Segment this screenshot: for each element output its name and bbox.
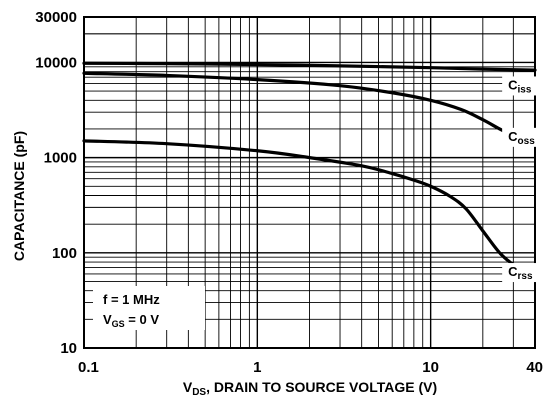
x-axis-label: VDS, DRAIN TO SOURCE VOLTAGE (V) [183, 379, 437, 398]
x-tick-label: 0.1 [78, 359, 99, 376]
vgs-annotation: VGS = 0 V [103, 312, 159, 329]
grid-lines [84, 17, 535, 348]
x-tick-label: 40 [526, 359, 543, 376]
series-label-bg-ciss [502, 76, 545, 96]
y-tick-labels: 10 100 1000 10000 30000 [35, 9, 77, 357]
x-tick-label: 1 [253, 359, 261, 376]
x-tick-label: 10 [422, 359, 439, 376]
series-label-ciss: Ciss [508, 77, 532, 95]
y-tick-label: 30000 [35, 9, 77, 26]
series-curves [82, 61, 537, 278]
x-tick-labels: 0.1 1 10 40 [78, 359, 543, 376]
series-line-ciss [82, 61, 537, 72]
plot-frame [83, 16, 536, 349]
series-label-bg-crss [502, 263, 545, 283]
conditions-annotation: f = 1 MHz VGS = 0 V [93, 286, 205, 330]
series-line-coss [82, 71, 537, 147]
y-tick-label: 1000 [44, 150, 77, 167]
series-line-crss [82, 139, 537, 278]
frequency-annotation: f = 1 MHz [103, 292, 160, 307]
series-label-bg-coss [502, 127, 545, 147]
series-label-coss: Coss [508, 129, 535, 147]
y-tick-label: 100 [52, 245, 77, 262]
y-tick-label: 10 [60, 340, 77, 357]
series-label-crss: Crss [508, 264, 533, 282]
y-tick-label: 10000 [35, 54, 77, 71]
y-axis-label: CAPACITANCE (pF) [11, 131, 27, 261]
series-labels: Ciss Coss Crss [502, 76, 545, 283]
